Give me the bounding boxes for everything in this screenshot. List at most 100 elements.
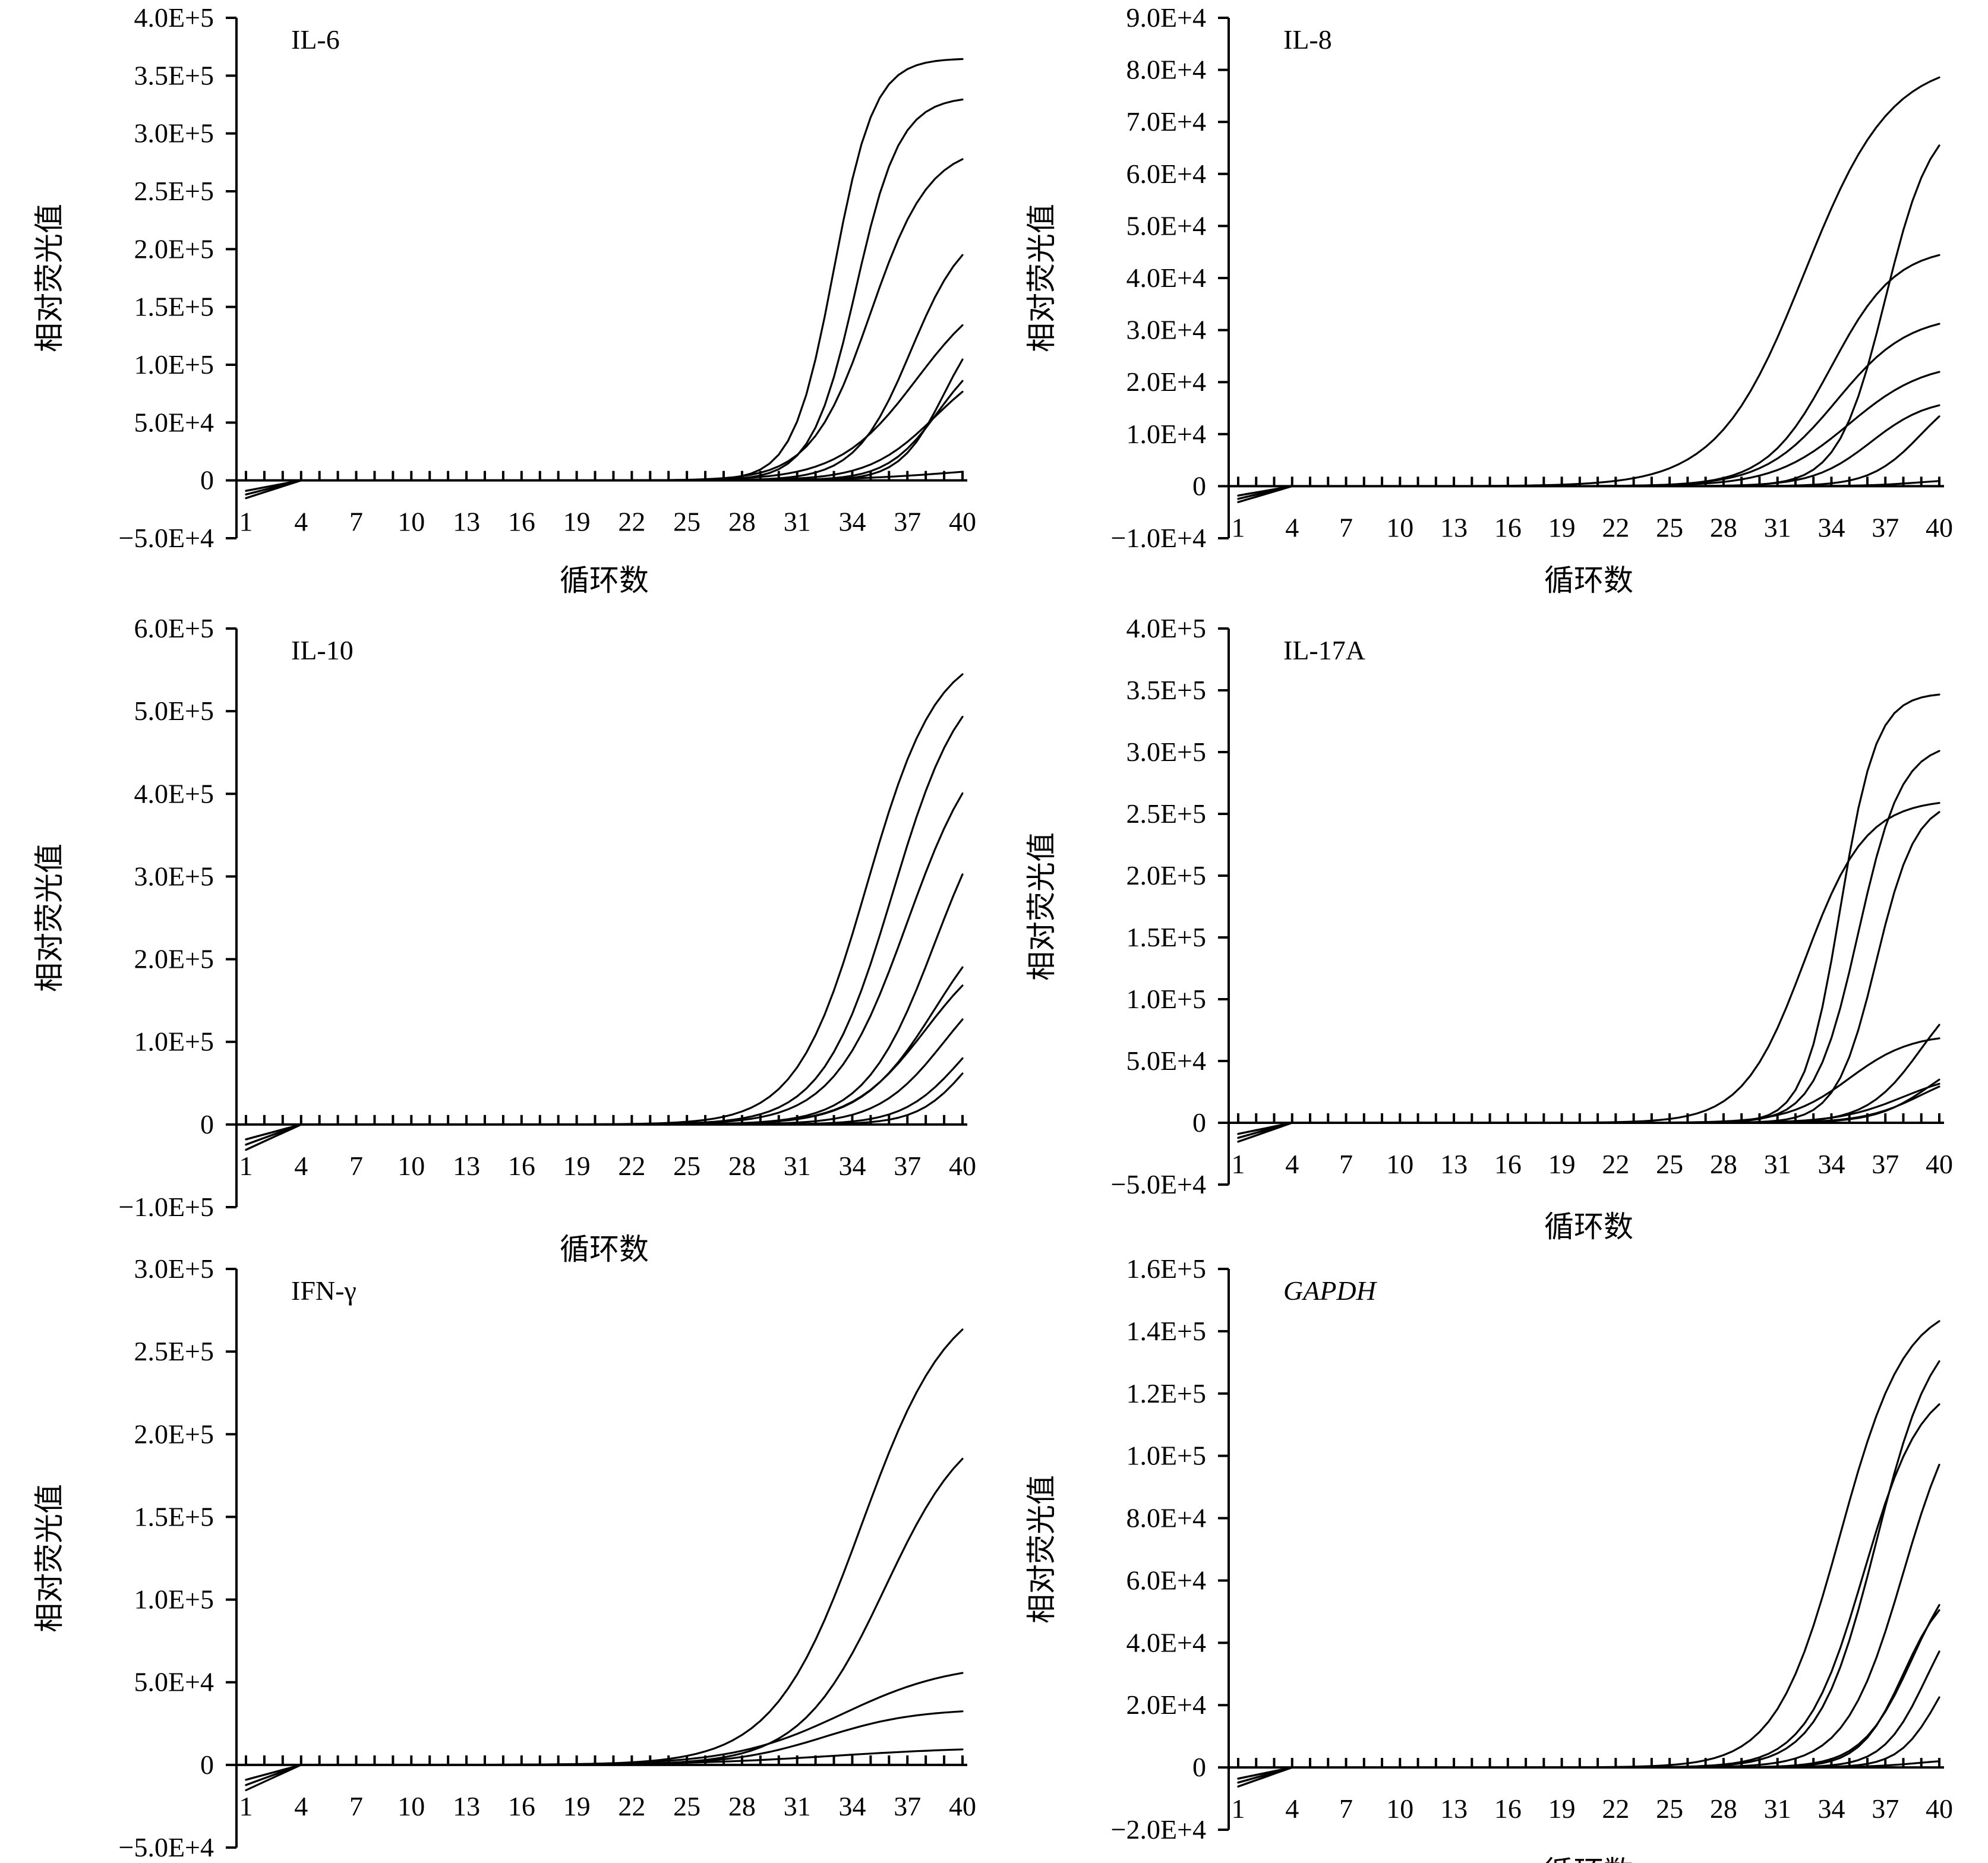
x-tick-label: 13 [1440,1149,1468,1179]
amplification-curve [1237,1463,1940,1780]
x-tick-label: 25 [673,1151,700,1181]
y-tick-label: 2.5E+5 [1126,798,1206,829]
y-tick-label: 1.6E+5 [1126,1253,1206,1284]
y-tick-label: 8.0E+4 [1126,1503,1206,1533]
amplification-curve [245,1328,964,1781]
x-tick-label: 19 [1548,512,1576,542]
x-tick-label: 37 [894,1791,921,1821]
amplification-curve [245,715,964,1146]
amplification-curve [1237,1696,1940,1784]
y-axis-label: 相对荧光值 [33,204,66,352]
amplification-curve [245,1457,964,1786]
x-tick-label: 4 [294,1791,308,1821]
y-tick-label: 2.5E+5 [134,1336,214,1366]
x-tick-label: 1 [1232,1793,1245,1824]
x-tick-label: 13 [453,507,480,537]
x-tick-label: 34 [1817,1793,1845,1824]
x-tick-label: 4 [1285,1149,1299,1179]
y-tick-label: 1.5E+5 [1126,922,1206,952]
x-tick-label: 37 [894,507,921,537]
amplification-curve [1237,693,1940,1135]
x-tick-label: 40 [1926,1793,1953,1824]
y-tick-label: 6.0E+4 [1126,1565,1206,1595]
amplification-curve [1237,1609,1940,1788]
y-axis-label: 相对荧光值 [1025,1475,1058,1624]
y-tick-label: 4.0E+5 [134,778,214,809]
x-tick-label: 7 [349,507,363,537]
x-tick-label: 10 [1386,512,1413,542]
y-tick-label: 0 [200,1750,214,1780]
x-tick-label: 13 [453,1791,480,1821]
x-tick-label: 31 [784,507,811,537]
x-tick-label: 34 [838,1791,866,1821]
x-tick-label: 40 [949,507,976,537]
y-tick-label: 0 [200,465,214,495]
amplification-curve [1237,480,1940,500]
amplification-curve [245,1072,964,1151]
x-tick-label: 28 [728,1791,756,1821]
x-tick-label: 1 [239,507,253,537]
y-tick-label: −5.0E+4 [1111,1169,1206,1199]
x-tick-label: 34 [838,1151,866,1181]
amplification-curve [245,380,964,492]
y-tick-label: 5.0E+4 [134,407,214,437]
y-tick-label: 3.0E+5 [134,118,214,149]
amplification-curve [1237,1403,1940,1788]
x-tick-label: 40 [949,1151,976,1181]
y-tick-label: −5.0E+4 [119,523,214,553]
amplification-curve [1237,1037,1940,1143]
x-tick-label: 7 [349,1791,363,1821]
y-tick-label: 1.0E+5 [134,1584,214,1615]
chart-il10: 6.0E+5 5.0E+5 4.0E+5 3.0E+5 2.0E+5 1.0E+5 0 −1.… [33,613,976,1266]
y-tick-label: 6.0E+4 [1126,159,1206,189]
x-tick-label: 37 [1872,512,1899,542]
chart-il6: 4.0E+5 3.5E+5 3.0E+5 2.5E+5 2.0E+5 1.5E+5 1.0E… [33,2,976,597]
x-tick-label: 37 [1872,1793,1899,1824]
y-tick-label: −2.0E+4 [1111,1814,1206,1845]
x-axis-label: 循环数 [1544,1855,1633,1863]
x-tick-label: 13 [1440,512,1468,542]
x-tick-label: 1 [239,1151,253,1181]
panel-label: IL-6 [291,24,340,55]
y-tick-label: 0 [1192,471,1206,501]
y-axis-label: 相对荧光值 [1025,832,1058,981]
amplification-curve [1237,254,1940,503]
x-tick-label: 7 [1339,512,1353,542]
x-tick-label: 16 [508,1791,535,1821]
x-tick-label: 1 [1232,1149,1245,1179]
amplification-curve [1237,404,1940,503]
chart-il17a: 4.0E+5 3.5E+5 3.0E+5 2.5E+5 2.0E+5 1.5E+5 1.0E… [1025,613,1953,1243]
x-tick-label: 10 [397,1151,425,1181]
x-tick-label: 40 [949,1791,976,1821]
y-tick-label: 8.0E+4 [1126,55,1206,85]
amplification-curve [245,58,964,492]
y-tick-label: 1.4E+5 [1126,1316,1206,1346]
x-axis-label: 循环数 [560,564,649,597]
x-axis-label: 循环数 [1544,1210,1633,1243]
x-tick-label: 16 [508,1151,535,1181]
panel-label: IFN-γ [291,1275,356,1306]
amplification-curve [245,471,964,500]
y-axis-label: 相对荧光值 [1025,204,1058,352]
y-tick-label: 6.0E+5 [134,613,214,643]
y-tick-label: 1.5E+5 [134,292,214,322]
y-tick-label: 1.0E+5 [1126,984,1206,1014]
x-tick-label: 10 [397,1791,425,1821]
y-tick-label: 7.0E+4 [1126,106,1206,137]
y-tick-label: 1.0E+5 [134,349,214,380]
amplification-curve [1237,1604,1940,1784]
x-tick-label: 4 [1285,1793,1299,1824]
x-tick-label: 28 [1710,1149,1737,1179]
y-tick-label: 3.0E+5 [134,861,214,891]
y-tick-label: 0 [1192,1107,1206,1138]
x-tick-label: 13 [1440,1793,1468,1824]
y-tick-label: 3.5E+5 [1126,675,1206,705]
x-axis-label: 循环数 [560,1233,649,1266]
x-tick-label: 16 [1494,512,1522,542]
x-tick-label: 31 [784,1791,811,1821]
x-tick-label: 13 [453,1151,480,1181]
panel-label: IL-17A [1283,635,1365,665]
x-tick-label: 25 [1656,1793,1683,1824]
y-tick-label: 9.0E+4 [1126,2,1206,33]
x-tick-label: 34 [1817,512,1845,542]
